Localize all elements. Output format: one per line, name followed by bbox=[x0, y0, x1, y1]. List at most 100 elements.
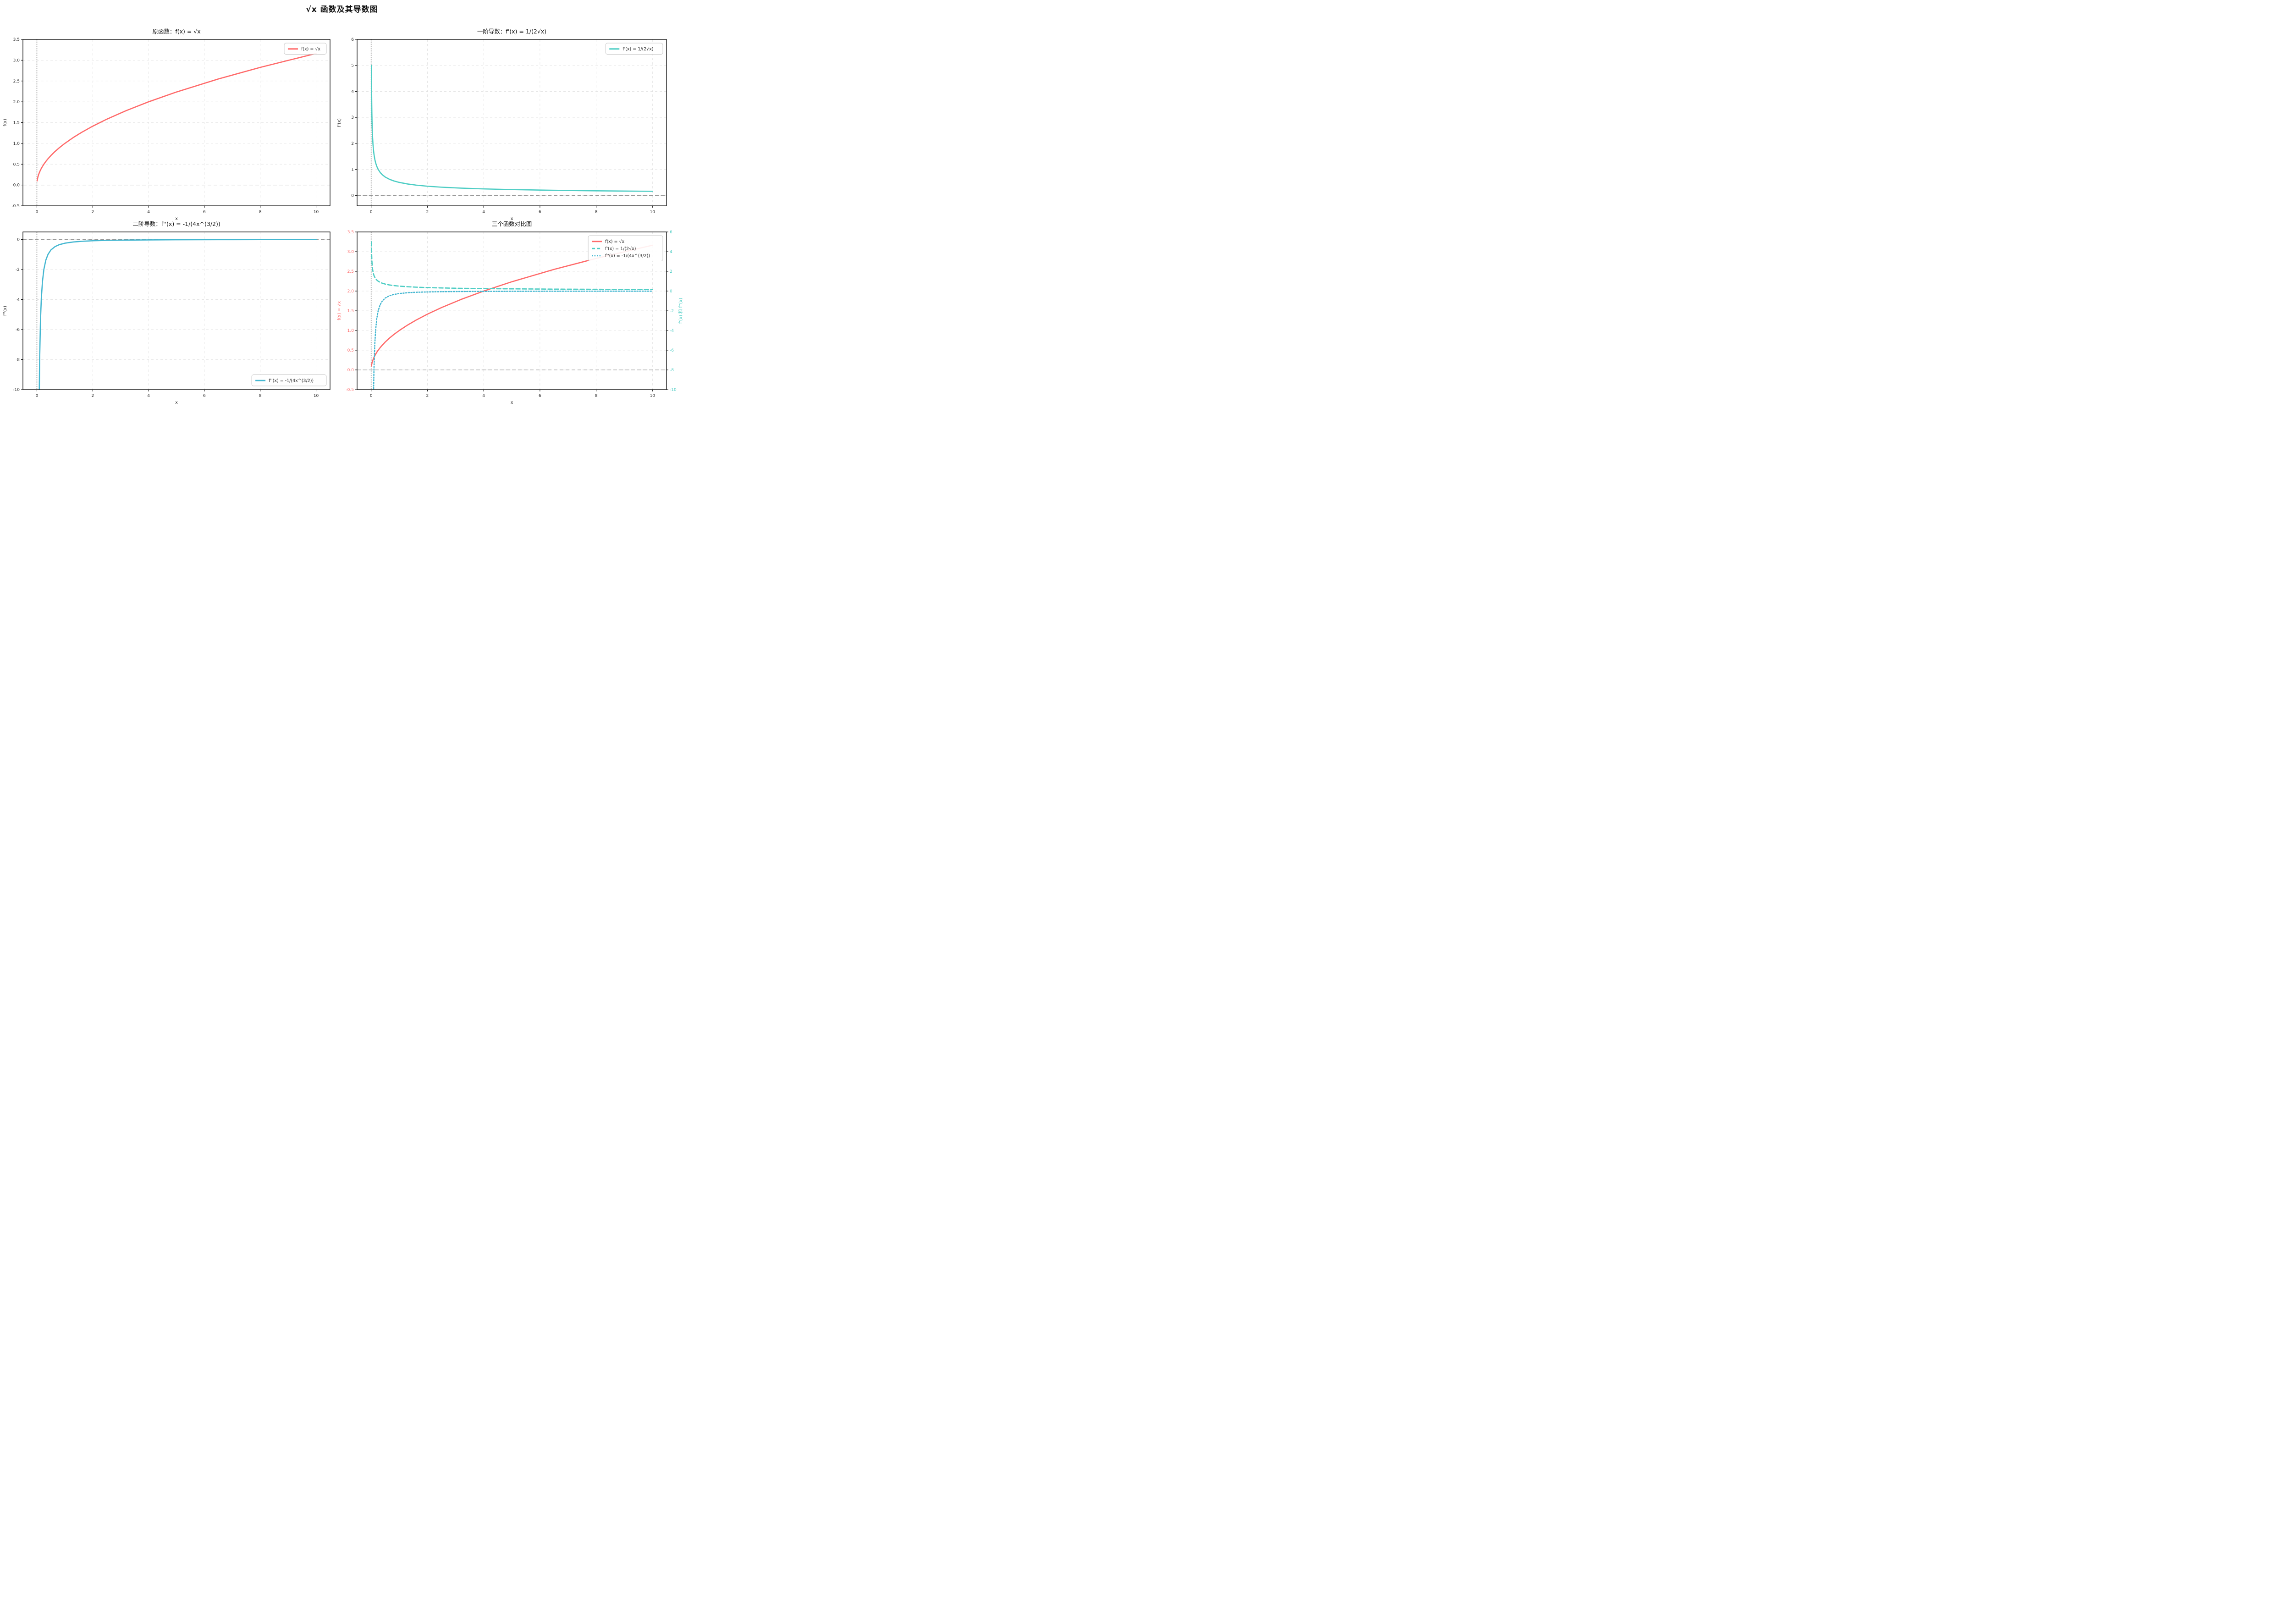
y-tick-label: 3 bbox=[351, 116, 354, 120]
x-axis-label: x bbox=[175, 400, 178, 405]
y-tick-label: -0.5 bbox=[11, 204, 20, 209]
series-f bbox=[36, 53, 317, 182]
x-axis-label: x bbox=[511, 216, 513, 221]
y-tick-label: 0.0 bbox=[13, 183, 20, 188]
y-tick-label: 2.5 bbox=[347, 270, 354, 274]
gridlines bbox=[23, 39, 330, 206]
plot-frame bbox=[22, 231, 331, 390]
legend-entry-label: f(x) = √x bbox=[301, 47, 320, 52]
y-right-tick-label: 6 bbox=[670, 230, 672, 235]
y-right-tick-label: -10 bbox=[670, 388, 677, 392]
x-tick-label: 8 bbox=[595, 210, 598, 215]
second-derivative-title: 二阶导数：f''(x) = -1/(4x^(3/2)) bbox=[132, 220, 220, 227]
x-axis-ticks: 0 2 4 6 8 10 bbox=[36, 390, 319, 398]
charts-canvas: 0 2 4 6 8 10-0.50.00.51.01.52.02.53.03.5原函数：f… bbox=[3, 28, 683, 405]
x-tick-label: 2 bbox=[91, 394, 94, 398]
y-tick-label: -10 bbox=[13, 388, 20, 392]
legend-entry-label: f(x) = √x bbox=[605, 239, 624, 244]
x-tick-label: 0 bbox=[36, 210, 39, 215]
y-tick-label: 2.0 bbox=[347, 289, 354, 294]
y-tick-label: -8 bbox=[16, 358, 20, 362]
y-right-tick-label: -6 bbox=[670, 348, 674, 353]
x-tick-label: 0 bbox=[370, 210, 373, 215]
y-tick-label: -4 bbox=[16, 297, 20, 302]
y-tick-label: 3.5 bbox=[13, 38, 20, 42]
x-tick-label: 10 bbox=[650, 394, 656, 398]
x-tick-label: 10 bbox=[650, 210, 656, 215]
x-axis-ticks: 0 2 4 6 8 10 bbox=[370, 390, 656, 398]
legend-entry-label: f'(x) = 1/(2√x) bbox=[623, 47, 653, 52]
y-tick-label: 3.0 bbox=[347, 250, 354, 254]
x-tick-label: 2 bbox=[91, 210, 94, 215]
y-axis-ticks: -10 -8 -6 -4 -2 0 bbox=[13, 237, 23, 392]
legend: f(x) = √x bbox=[284, 43, 327, 55]
x-tick-label: 8 bbox=[259, 210, 262, 215]
y-tick-label: 2.0 bbox=[13, 100, 20, 105]
x-axis-label: x bbox=[511, 400, 513, 405]
legend: f''(x) = -1/(4x^(3/2)) bbox=[251, 374, 327, 386]
x-tick-label: 2 bbox=[426, 394, 429, 398]
y-right-tick-label: -4 bbox=[670, 329, 674, 333]
y-right-tick-label: -8 bbox=[670, 368, 674, 373]
legend-entry-label: f''(x) = -1/(4x^(3/2)) bbox=[605, 253, 650, 259]
y-axis-ticks: 0 1 2 3 4 5 6 bbox=[351, 38, 357, 198]
y-tick-label: 3.0 bbox=[13, 58, 20, 63]
y-tick-label: 1.5 bbox=[347, 309, 354, 314]
comparison-subplot: 0 2 4 6 8 10 -0.5 0.0 0.5 1.0 1.5 2.0 2.5 3.0 3.5 -10 -8… bbox=[337, 220, 683, 405]
y-tick-label: 0.5 bbox=[347, 348, 354, 353]
series-f_prime bbox=[371, 241, 653, 290]
x-tick-label: 10 bbox=[314, 210, 319, 215]
y-tick-label: 0 bbox=[351, 193, 354, 198]
y-tick-label: 4 bbox=[351, 89, 354, 94]
legend-entry-label: f''(x) = -1/(4x^(3/2)) bbox=[269, 379, 314, 384]
y-right-tick-label: 4 bbox=[670, 250, 672, 254]
legend: f'(x) = 1/(2√x) bbox=[605, 43, 663, 55]
series-f_double_prime bbox=[373, 290, 653, 390]
x-tick-label: 2 bbox=[426, 210, 429, 215]
x-tick-label: 4 bbox=[482, 210, 485, 215]
y-axis-label: f(x) = √x bbox=[337, 301, 342, 320]
x-tick-label: 6 bbox=[539, 210, 541, 215]
y-axis-label: f'(x) bbox=[337, 118, 342, 127]
y-tick-label: 1.5 bbox=[13, 121, 20, 126]
y-tick-label: 1.0 bbox=[347, 329, 354, 333]
y-tick-label: 2 bbox=[351, 142, 354, 146]
y-tick-label: 1 bbox=[351, 168, 354, 172]
y-tick-label: 3.5 bbox=[347, 230, 354, 235]
figure-canvas: √x 函数及其导数图 0 2 4 6 8 10 -0.5 0.0 0.5 1.0 1.5 2.0 2.5… bbox=[0, 0, 684, 406]
y-tick-label: 0 bbox=[17, 237, 20, 242]
y-tick-label: -2 bbox=[16, 268, 20, 272]
x-tick-label: 4 bbox=[482, 394, 485, 398]
reference-lines bbox=[23, 39, 330, 206]
x-tick-label: 8 bbox=[259, 394, 262, 398]
series-f_prime bbox=[371, 65, 653, 192]
y-tick-label: 0.5 bbox=[13, 162, 20, 167]
original-function-subplot: 0 2 4 6 8 10 -0.5 0.0 0.5 1.0 1.5 2.0 2.5 3.0 3.5 原函数：f… bbox=[3, 28, 331, 221]
first-derivative-title: 一阶导数：f'(x) = 1/(2√x) bbox=[477, 28, 546, 35]
second-derivative-subplot: 0 2 4 6 8 10 -10 -8 -6 -4 -2 0 二阶导数：f''(x) = -1/(4x^… bbox=[3, 220, 331, 405]
x-tick-label: 0 bbox=[36, 394, 39, 398]
y-tick-label: -6 bbox=[16, 328, 20, 332]
y-tick-label: 6 bbox=[351, 38, 354, 42]
legend-entry-label: f'(x) = 1/(2√x) bbox=[605, 247, 636, 252]
x-tick-label: 6 bbox=[539, 394, 541, 398]
reference-lines bbox=[357, 39, 667, 206]
y-tick-label: 5 bbox=[351, 64, 354, 68]
y-right-tick-label: 2 bbox=[670, 270, 672, 274]
x-tick-label: 0 bbox=[370, 394, 373, 398]
x-axis-ticks: 0 2 4 6 8 10 bbox=[370, 206, 656, 215]
x-axis-ticks: 0 2 4 6 8 10 bbox=[36, 206, 319, 215]
comparison-title: 三个函数对比图 bbox=[492, 220, 532, 227]
y-tick-label: 2.5 bbox=[13, 79, 20, 84]
gridlines bbox=[357, 39, 667, 206]
y-tick-label: 0.0 bbox=[347, 368, 354, 373]
x-tick-label: 6 bbox=[203, 210, 206, 215]
x-axis-label: x bbox=[175, 216, 178, 221]
x-tick-label: 4 bbox=[147, 210, 150, 215]
legend: f(x) = √x f'(x) = 1/(2√x)f''(x) = -1/(4x^… bbox=[588, 235, 663, 261]
original-function-title: 原函数：f(x) = √x bbox=[152, 28, 200, 35]
x-tick-label: 6 bbox=[203, 394, 206, 398]
y-tick-label: 1.0 bbox=[13, 142, 20, 146]
y-axis-label: f''(x) bbox=[3, 306, 8, 316]
reference-lines bbox=[23, 232, 330, 390]
